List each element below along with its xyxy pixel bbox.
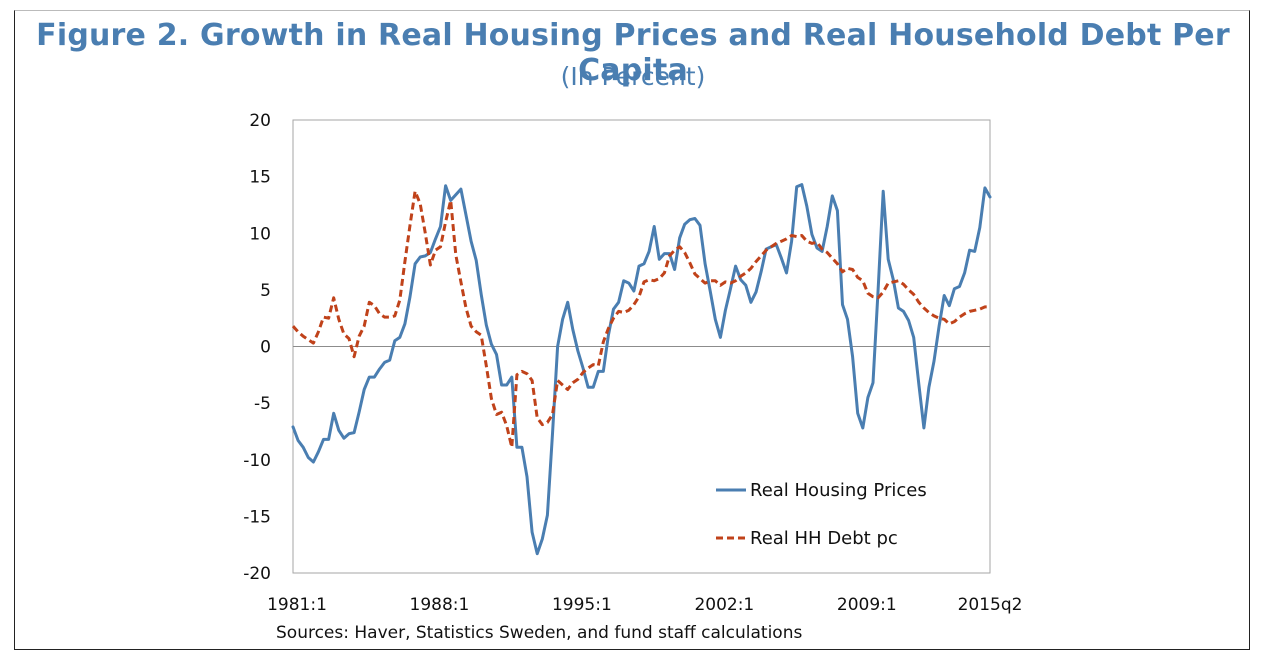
y-tick-label: -10	[243, 451, 271, 471]
y-tick-label: -20	[243, 564, 271, 584]
chart-title: Figure 2. Growth in Real Housing Prices …	[36, 18, 1230, 88]
x-tick-label: 1995:1	[552, 595, 612, 615]
figure-frame	[14, 10, 1250, 650]
y-tick-label: 15	[249, 168, 271, 188]
y-tick-label: 5	[260, 281, 271, 301]
chart-subtitle: (In Percent)	[560, 62, 706, 91]
x-tick-label: 2015q2	[958, 595, 1023, 615]
x-tick-label: 1981:1	[267, 595, 327, 615]
x-tick-label: 2009:1	[837, 595, 897, 615]
series-line-real-hh-debt-pc	[291, 189, 990, 449]
x-tick-label: 2002:1	[694, 595, 754, 615]
legend-label: Real HH Debt pc	[750, 528, 898, 549]
y-tick-label: 10	[249, 224, 271, 244]
y-tick-label: 0	[260, 338, 271, 358]
y-tick-label: -5	[254, 394, 271, 414]
y-tick-label: 20	[249, 111, 271, 131]
x-tick-label: 1988:1	[410, 595, 470, 615]
source-note: Sources: Haver, Statistics Sweden, and f…	[276, 623, 803, 643]
y-tick-label: -15	[243, 507, 271, 527]
series-line-real-housing-prices	[291, 183, 992, 556]
legend-label: Real Housing Prices	[750, 480, 927, 501]
